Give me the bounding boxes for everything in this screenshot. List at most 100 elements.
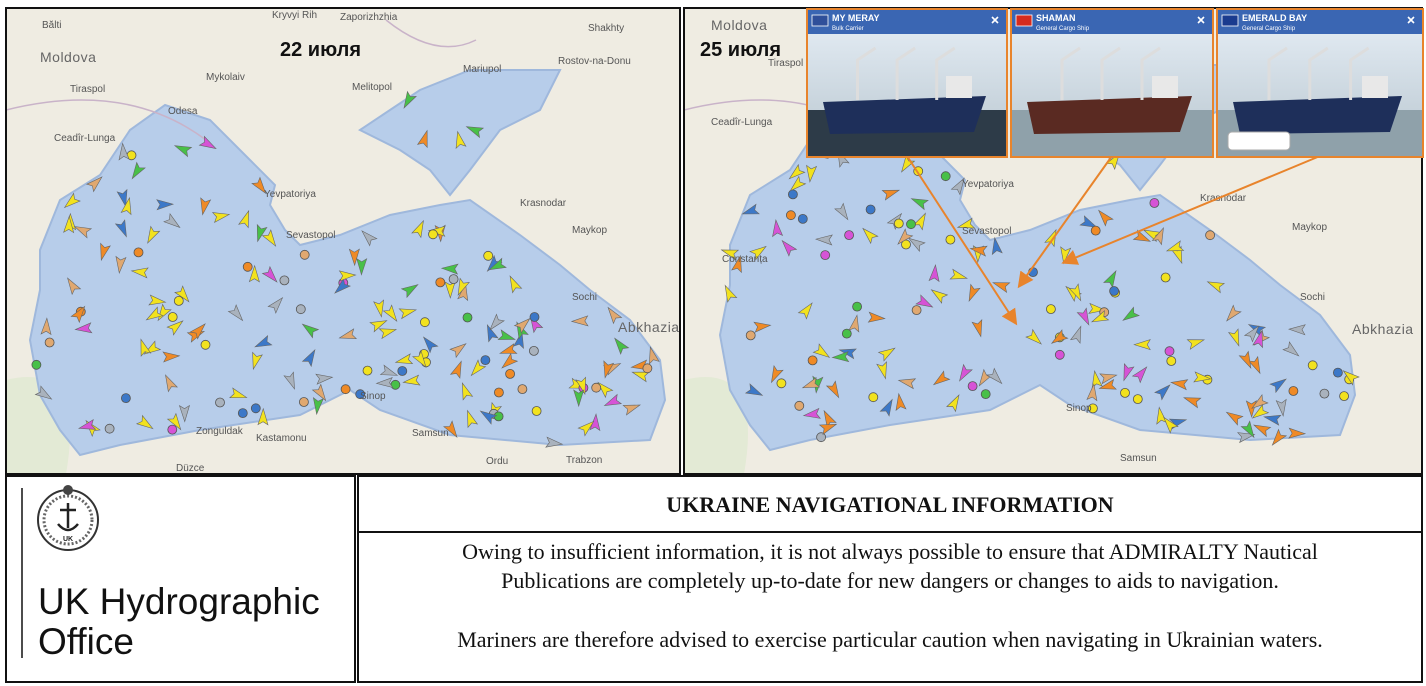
- ship-marker: [229, 387, 248, 398]
- ship-marker: [355, 389, 366, 400]
- ship-marker: [198, 135, 217, 150]
- ship-marker: [531, 406, 542, 416]
- ship-marker: [1098, 378, 1117, 390]
- ship-marker: [862, 227, 879, 245]
- place-label: Sinop: [1066, 403, 1092, 414]
- ship-marker: [806, 164, 818, 183]
- ship-marker: [242, 261, 253, 272]
- ship-marker: [174, 285, 190, 303]
- place-label: Tiraspol: [70, 84, 105, 95]
- ship-marker: [1068, 283, 1082, 302]
- ship-marker: [483, 250, 494, 261]
- ship-marker: [70, 305, 86, 324]
- ship-marker: [114, 219, 127, 238]
- date-label: 22 июля: [280, 39, 361, 61]
- ship-marker: [411, 219, 424, 239]
- ship-marker: [238, 209, 250, 229]
- ship-marker: [63, 192, 81, 209]
- ship-marker: [301, 323, 320, 339]
- ship-marker: [412, 350, 427, 368]
- crane: [1060, 46, 1081, 100]
- ship-marker: [597, 381, 614, 399]
- close-button[interactable]: [991, 16, 999, 24]
- ship-marker: [444, 281, 456, 299]
- land-patch: [684, 377, 748, 474]
- place-label: Ceadîr-Lunga: [711, 117, 773, 128]
- ship-marker: [1205, 230, 1215, 241]
- close-button[interactable]: [1407, 16, 1415, 24]
- ship-marker: [879, 398, 893, 417]
- ship-marker: [261, 229, 277, 247]
- ship-marker: [968, 283, 981, 303]
- ship-marker: [1237, 432, 1256, 444]
- ship-marker: [956, 217, 976, 229]
- ship-marker: [215, 397, 225, 408]
- ship-bridge: [946, 76, 972, 98]
- ship-marker: [166, 412, 182, 431]
- ship-marker: [959, 363, 973, 382]
- close-button[interactable]: [1197, 16, 1205, 24]
- ship-marker: [133, 247, 144, 258]
- place-label: Samsun: [412, 428, 449, 439]
- ship-marker: [1069, 325, 1082, 344]
- ship-marker: [745, 330, 756, 341]
- ship-marker: [1086, 383, 1098, 402]
- ship-marker: [807, 355, 818, 366]
- ship-marker: [1288, 386, 1299, 396]
- place-label: Ordu: [486, 456, 508, 467]
- ship-marker: [361, 230, 378, 247]
- ship-marker: [140, 338, 152, 357]
- ship-marker: [375, 376, 394, 389]
- ship-marker: [844, 230, 854, 241]
- ship-marker: [815, 234, 833, 246]
- ship-marker: [505, 368, 516, 379]
- ship-marker: [200, 197, 212, 216]
- place-label: Trabzon: [566, 455, 602, 466]
- ship-marker: [1170, 379, 1189, 391]
- ship-marker: [251, 176, 267, 195]
- ship-marker: [825, 380, 840, 399]
- ship-marker: [301, 349, 316, 368]
- ship-marker: [741, 203, 760, 215]
- ship-marker: [1088, 403, 1098, 414]
- ship-marker: [749, 245, 767, 261]
- ship-marker: [603, 360, 615, 379]
- place-label: Kryvyi Rih: [272, 10, 317, 21]
- notice-text: Owing to insufficient information, it is…: [462, 539, 1318, 564]
- ship-marker: [382, 304, 398, 322]
- card-header: [1012, 10, 1212, 34]
- pointer-arrow: [906, 155, 1018, 326]
- ship-marker: [876, 361, 887, 380]
- place-label: Samsun: [1120, 453, 1157, 464]
- ship-marker: [480, 355, 491, 366]
- ship-marker: [115, 255, 127, 274]
- ship-marker: [1133, 339, 1151, 351]
- ship-marker: [369, 320, 388, 333]
- ship-marker: [816, 432, 826, 443]
- ship-marker: [867, 311, 886, 323]
- place-label: Sochi: [572, 292, 597, 303]
- ship-marker: [443, 420, 458, 438]
- ship-marker: [575, 376, 586, 396]
- ship-marker: [1132, 394, 1143, 405]
- ship-marker: [865, 204, 876, 215]
- ship-marker: [1163, 416, 1179, 434]
- flag: [811, 14, 829, 27]
- ship-marker: [398, 308, 418, 320]
- place-label: Tiraspol: [768, 58, 803, 69]
- notice-box: [357, 475, 1423, 683]
- ship-marker: [797, 302, 813, 320]
- ship-marker: [120, 196, 132, 216]
- place-label: Odesa: [168, 106, 198, 117]
- ship-marker: [1131, 366, 1148, 384]
- ship-marker: [788, 163, 806, 180]
- ship-marker: [1166, 356, 1177, 366]
- ship-marker: [173, 295, 184, 306]
- ship-marker: [786, 210, 796, 221]
- ship-marker: [932, 370, 951, 386]
- date-label: 25 июля: [700, 39, 781, 61]
- ship-marker: [121, 393, 131, 404]
- ship-marker: [74, 322, 93, 334]
- ship-marker: [823, 409, 837, 429]
- ship-marker: [455, 130, 467, 150]
